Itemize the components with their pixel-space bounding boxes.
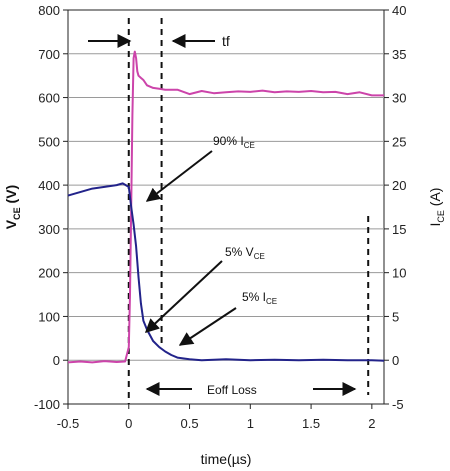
x-axis-ticks: -0.5 0 0.5 1 1.5 2 bbox=[57, 404, 375, 431]
x-tick-label-4: 1.5 bbox=[302, 416, 320, 431]
y-left-tick-label-7: 600 bbox=[38, 91, 60, 106]
y-right-tick-label-4: 15 bbox=[392, 222, 406, 237]
x-tick-label-3: 1 bbox=[247, 416, 254, 431]
y-right-tick-label-5: 20 bbox=[392, 178, 406, 193]
y-left-title-main: V bbox=[3, 219, 19, 229]
y-right-title-main: I bbox=[427, 223, 443, 227]
y-right-title-unit: (A) bbox=[427, 188, 443, 211]
annotation-5pct-vce-sub: CE bbox=[254, 252, 265, 261]
y-left-tick-label-8: 700 bbox=[38, 47, 60, 62]
y-right-title-sub: CE bbox=[436, 210, 446, 223]
annotation-5pct-ice: 5% ICE bbox=[242, 290, 277, 306]
annotation-5pct-vce-main: 5% V bbox=[225, 245, 254, 259]
y-left-tick-label-5: 400 bbox=[38, 178, 60, 193]
y-right-tick-label-0: -5 bbox=[392, 397, 404, 412]
x-tick-label-2: 0.5 bbox=[180, 416, 198, 431]
y-right-tick-label-7: 30 bbox=[392, 91, 406, 106]
y-left-tick-label-6: 500 bbox=[38, 134, 60, 149]
y-left-tick-label-2: 100 bbox=[38, 309, 60, 324]
y-right-tick-label-9: 40 bbox=[392, 3, 406, 18]
y-right-axis-ticks: -5 0 5 10 15 20 25 30 35 40 bbox=[384, 3, 406, 412]
eoff-loss-label: Eoff Loss bbox=[207, 383, 257, 397]
y-right-tick-label-1: 0 bbox=[392, 353, 399, 368]
series-vce-line bbox=[67, 50, 384, 364]
plot-area bbox=[67, 9, 385, 405]
y-right-tick-label-2: 5 bbox=[392, 309, 399, 324]
arrow-5pct-vce bbox=[144, 260, 223, 333]
y-left-tick-label-9: 800 bbox=[38, 3, 60, 18]
series-ice-line bbox=[67, 182, 385, 362]
annotation-90pct-ice-main: 90% I bbox=[213, 134, 244, 148]
y-left-axis-title: VCE (V) bbox=[3, 185, 22, 229]
tf-label: tf bbox=[222, 33, 230, 49]
y-right-axis-title: ICE (A) bbox=[427, 188, 446, 227]
grid bbox=[68, 53, 384, 361]
annotation-5pct-ice-sub: CE bbox=[266, 297, 277, 306]
annotation-90pct-ice: 90% ICE bbox=[213, 134, 255, 150]
y-left-tick-label-3: 200 bbox=[38, 266, 60, 281]
y-right-tick-label-6: 25 bbox=[392, 134, 406, 149]
x-tick-label-5: 2 bbox=[368, 416, 375, 431]
y-left-tick-label-1: 0 bbox=[53, 353, 60, 368]
y-left-tick-label-0: -100 bbox=[34, 397, 60, 412]
y-left-axis-ticks: -100 0 100 200 300 400 500 600 700 800 bbox=[34, 3, 68, 412]
annotation-5pct-vce: 5% VCE bbox=[225, 245, 265, 261]
x-axis-title: time(µs) bbox=[201, 451, 252, 467]
y-left-tick-label-4: 300 bbox=[38, 222, 60, 237]
x-tick-label-0: -0.5 bbox=[57, 416, 79, 431]
arrow-90pct-ice bbox=[145, 150, 213, 202]
annotation-90pct-ice-sub: CE bbox=[244, 141, 255, 150]
y-right-tick-label-3: 10 bbox=[392, 266, 406, 281]
y-right-tick-label-8: 35 bbox=[392, 47, 406, 62]
y-left-title-sub: CE bbox=[12, 207, 22, 220]
x-tick-label-1: 0 bbox=[125, 416, 132, 431]
arrow-5pct-ice bbox=[178, 307, 237, 346]
y-left-title-unit: (V) bbox=[3, 185, 19, 208]
annotation-5pct-ice-main: 5% I bbox=[242, 290, 266, 304]
